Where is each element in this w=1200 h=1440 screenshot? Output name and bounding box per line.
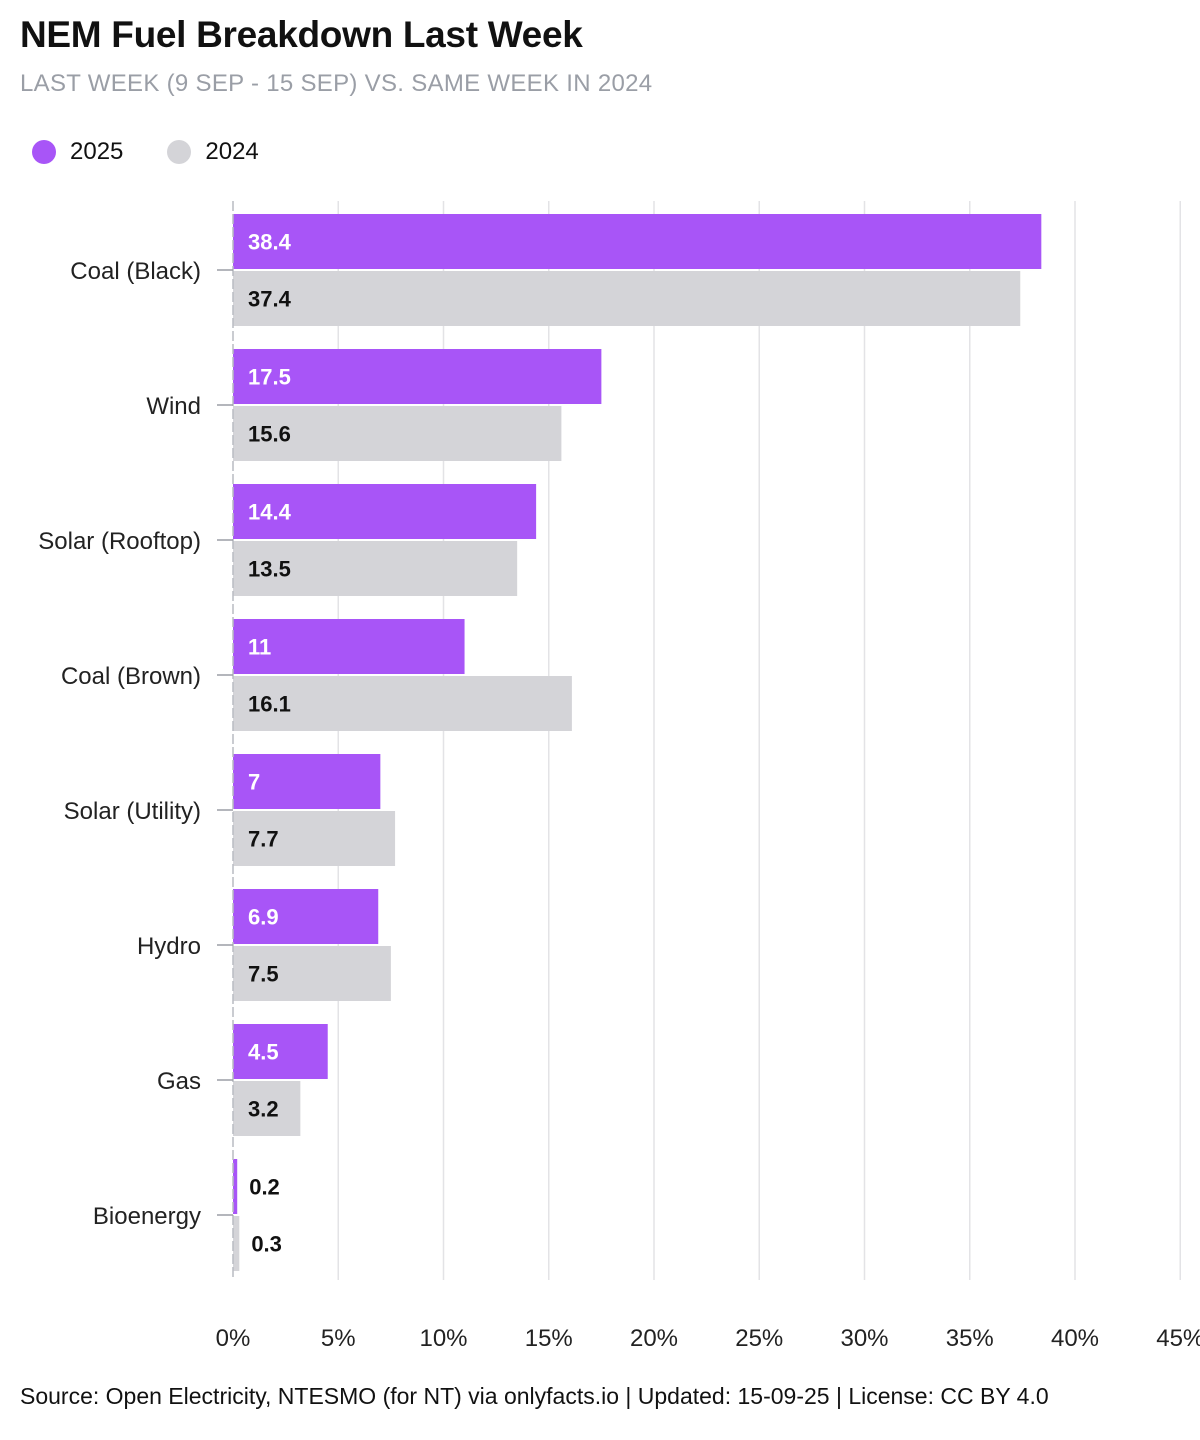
x-tick-label: 10%	[419, 1325, 467, 1352]
data-label: 0.2	[249, 1175, 280, 1200]
data-label: 0.3	[251, 1232, 282, 1257]
bar-2024-1	[233, 406, 562, 461]
bar-2024-2	[233, 541, 518, 596]
bar-chart: 0% 5% 10% 15% 20% 25% 30% 35% 40% 45% 38.4 37.4 17.5…	[38, 201, 1200, 1352]
data-label: 17.5	[248, 365, 291, 390]
x-tick-label: 20%	[630, 1325, 678, 1352]
source-note: Source: Open Electricity, NTESMO (for NT…	[20, 1383, 1049, 1409]
x-tick-label: 0%	[216, 1325, 251, 1352]
data-label: 7	[248, 770, 260, 795]
category-label: Gas	[157, 1068, 201, 1095]
x-tick-label: 45%	[1156, 1325, 1200, 1352]
x-tick-label: 15%	[525, 1325, 573, 1352]
bar-2025-2	[233, 484, 537, 539]
data-label: 11	[248, 635, 271, 660]
x-tick-label: 35%	[946, 1325, 994, 1352]
x-tick-label: 30%	[840, 1325, 888, 1352]
data-label: 14.4	[248, 500, 292, 525]
data-label: 3.2	[248, 1097, 279, 1122]
legend-swatch-2024	[167, 140, 192, 164]
data-label: 37.4	[248, 287, 292, 312]
data-label: 4.5	[248, 1040, 279, 1065]
legend-item-2024[interactable]: 2024	[167, 138, 259, 166]
category-label: Solar (Utility)	[64, 798, 201, 825]
data-label: 6.9	[248, 905, 279, 930]
category-label: Hydro	[137, 933, 201, 960]
bar-2025-3	[233, 619, 465, 674]
bar-2025-0	[233, 214, 1042, 269]
bar-2024-3	[233, 676, 572, 731]
legend-swatch-2025	[32, 140, 56, 164]
chart-subtitle: LAST WEEK (9 SEP - 15 SEP) VS. SAME WEEK…	[20, 70, 653, 97]
legend: 2025 2024	[32, 138, 259, 166]
data-label: 7.5	[248, 962, 279, 987]
x-tick-label: 25%	[735, 1325, 783, 1352]
category-label: Coal (Black)	[70, 258, 201, 285]
bar-2025-4	[233, 754, 381, 809]
data-label: 16.1	[248, 692, 291, 717]
chart-title: NEM Fuel Breakdown Last Week	[20, 14, 583, 55]
bar-2024-6	[233, 1081, 301, 1136]
bar-2025-7	[233, 1159, 238, 1214]
legend-label-2025: 2025	[70, 138, 124, 165]
bar-2024-4	[233, 811, 396, 866]
data-label: 38.4	[248, 230, 292, 255]
legend-item-2025[interactable]: 2025	[32, 138, 123, 166]
data-label: 15.6	[248, 422, 291, 447]
bar-2025-6	[233, 1024, 328, 1079]
category-label: Bioenergy	[93, 1203, 201, 1230]
category-label: Coal (Brown)	[61, 663, 201, 690]
category-label: Solar (Rooftop)	[38, 528, 201, 555]
data-label: 13.5	[248, 557, 291, 582]
data-label: 7.7	[248, 827, 279, 852]
x-tick-label: 40%	[1051, 1325, 1099, 1352]
bar-2024-7	[233, 1216, 240, 1271]
x-tick-label: 5%	[321, 1325, 356, 1352]
bar-2024-5	[233, 946, 391, 1001]
legend-label-2024: 2024	[205, 138, 259, 165]
bar-2025-5	[233, 889, 379, 944]
category-label: Wind	[146, 393, 201, 420]
bar-2024-0	[233, 271, 1021, 326]
bar-2025-1	[233, 349, 602, 404]
